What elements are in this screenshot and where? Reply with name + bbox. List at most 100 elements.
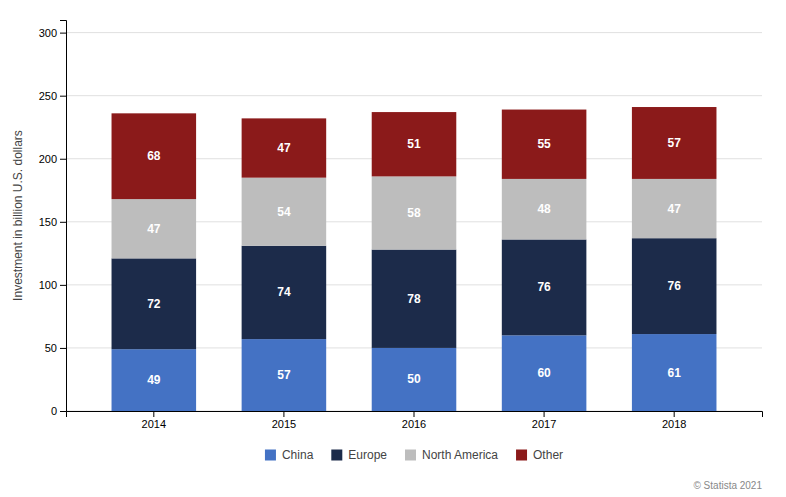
x-axis: 2014 2015 2016 2017 2018 [67, 411, 763, 430]
y-tick-label: 200 [39, 153, 57, 165]
data-label: 48 [537, 202, 551, 216]
y-axis-title: Investment in billion U.S. dollars [11, 130, 25, 301]
grid-line [66, 95, 762, 96]
y-tick: 300 [39, 27, 66, 39]
y-tick: 50 [45, 342, 66, 354]
bar [502, 110, 587, 179]
legend-swatch [265, 450, 276, 461]
bar [632, 238, 717, 334]
bar [112, 199, 197, 258]
bar [632, 107, 717, 179]
y-tick: 100 [39, 279, 66, 291]
bar [372, 348, 457, 411]
plot: 4957506061727478767647545848476847515557… [39, 21, 763, 430]
x-tick-mark [153, 411, 154, 417]
legend-item: Europe [331, 448, 387, 462]
bar [502, 239, 587, 335]
x-tick: 2014 [142, 411, 166, 430]
data-label: 47 [147, 222, 161, 236]
legend-item: Other [516, 448, 563, 462]
x-tick-label: 2014 [142, 418, 166, 430]
x-tick-label: 2016 [402, 418, 426, 430]
bar [112, 349, 197, 411]
x-tick-mark [544, 411, 545, 417]
y-tick-mark [60, 96, 66, 97]
x-tick-label: 2018 [662, 418, 686, 430]
legend-label: Europe [348, 448, 387, 462]
bar [372, 176, 457, 249]
bar-series [112, 107, 717, 199]
bars [112, 107, 717, 411]
y-tick: 0 [51, 405, 66, 417]
y-tick-label: 300 [39, 27, 57, 39]
data-label: 61 [668, 366, 682, 380]
data-labels: 4957506061727478767647545848476847515557 [147, 136, 681, 387]
y-tick-mark [60, 159, 66, 160]
data-label: 76 [668, 279, 682, 293]
chart-svg: 4957506061727478767647545848476847515557… [0, 0, 786, 497]
data-label: 49 [147, 373, 161, 387]
bar [502, 179, 587, 240]
bar [112, 258, 197, 349]
y-tick-mark [60, 222, 66, 223]
y-tick-label: 100 [39, 279, 57, 291]
y-tick-mark [60, 348, 66, 349]
legend-label: North America [422, 448, 498, 462]
x-tick-mark [414, 411, 415, 417]
legend-swatch [331, 450, 342, 461]
y-tick: 150 [39, 216, 66, 228]
y-tick-label: 0 [51, 405, 57, 417]
data-label: 76 [537, 280, 551, 294]
data-label: 47 [277, 141, 291, 155]
grid [66, 33, 762, 411]
legend-swatch [405, 450, 416, 461]
legend-label: Other [533, 448, 563, 462]
x-tick-mark [283, 411, 284, 417]
legend-swatch [516, 450, 527, 461]
x-tick: 2015 [272, 411, 296, 430]
y-axis-line [60, 21, 67, 412]
bar [502, 335, 587, 411]
data-label: 72 [147, 297, 161, 311]
data-label: 57 [277, 368, 291, 382]
data-label: 60 [537, 366, 551, 380]
bar-series [112, 238, 717, 349]
data-label: 54 [277, 205, 291, 219]
legend-label: China [282, 448, 314, 462]
data-label: 68 [147, 149, 161, 163]
y-tick-label: 50 [45, 342, 57, 354]
annotation: © Statista 2021 [693, 480, 762, 491]
x-tick: 2017 [532, 411, 556, 430]
bar [242, 246, 327, 339]
bar [372, 250, 457, 348]
data-label: 58 [407, 206, 421, 220]
y-tick: 250 [39, 90, 66, 102]
data-label: 47 [668, 202, 682, 216]
y-tick-label: 150 [39, 216, 57, 228]
data-label: 51 [407, 137, 421, 151]
bar [242, 178, 327, 246]
data-label: 55 [537, 137, 551, 151]
legend-item: China [265, 448, 314, 462]
x-tick: 2018 [662, 411, 686, 430]
y-axis: 0 50 100 150 200 250 300 [39, 21, 67, 418]
legend-item: North America [405, 448, 498, 462]
grid-line [66, 32, 762, 33]
y-tick-mark [60, 33, 66, 34]
x-tick-mark [674, 411, 675, 417]
bar [242, 339, 327, 411]
y-tick-label: 250 [39, 90, 57, 102]
data-label: 74 [277, 285, 291, 299]
x-tick-label: 2017 [532, 418, 556, 430]
x-tick-label: 2015 [272, 418, 296, 430]
data-label: 78 [407, 292, 421, 306]
x-axis-line [67, 412, 763, 418]
bar [242, 118, 327, 177]
bar [632, 334, 717, 411]
bar [112, 113, 197, 199]
y-tick-mark [60, 411, 66, 412]
legend: China Europe North America Other [265, 448, 563, 462]
bar-series [112, 176, 717, 258]
y-tick-mark [60, 285, 66, 286]
x-tick: 2016 [402, 411, 426, 430]
